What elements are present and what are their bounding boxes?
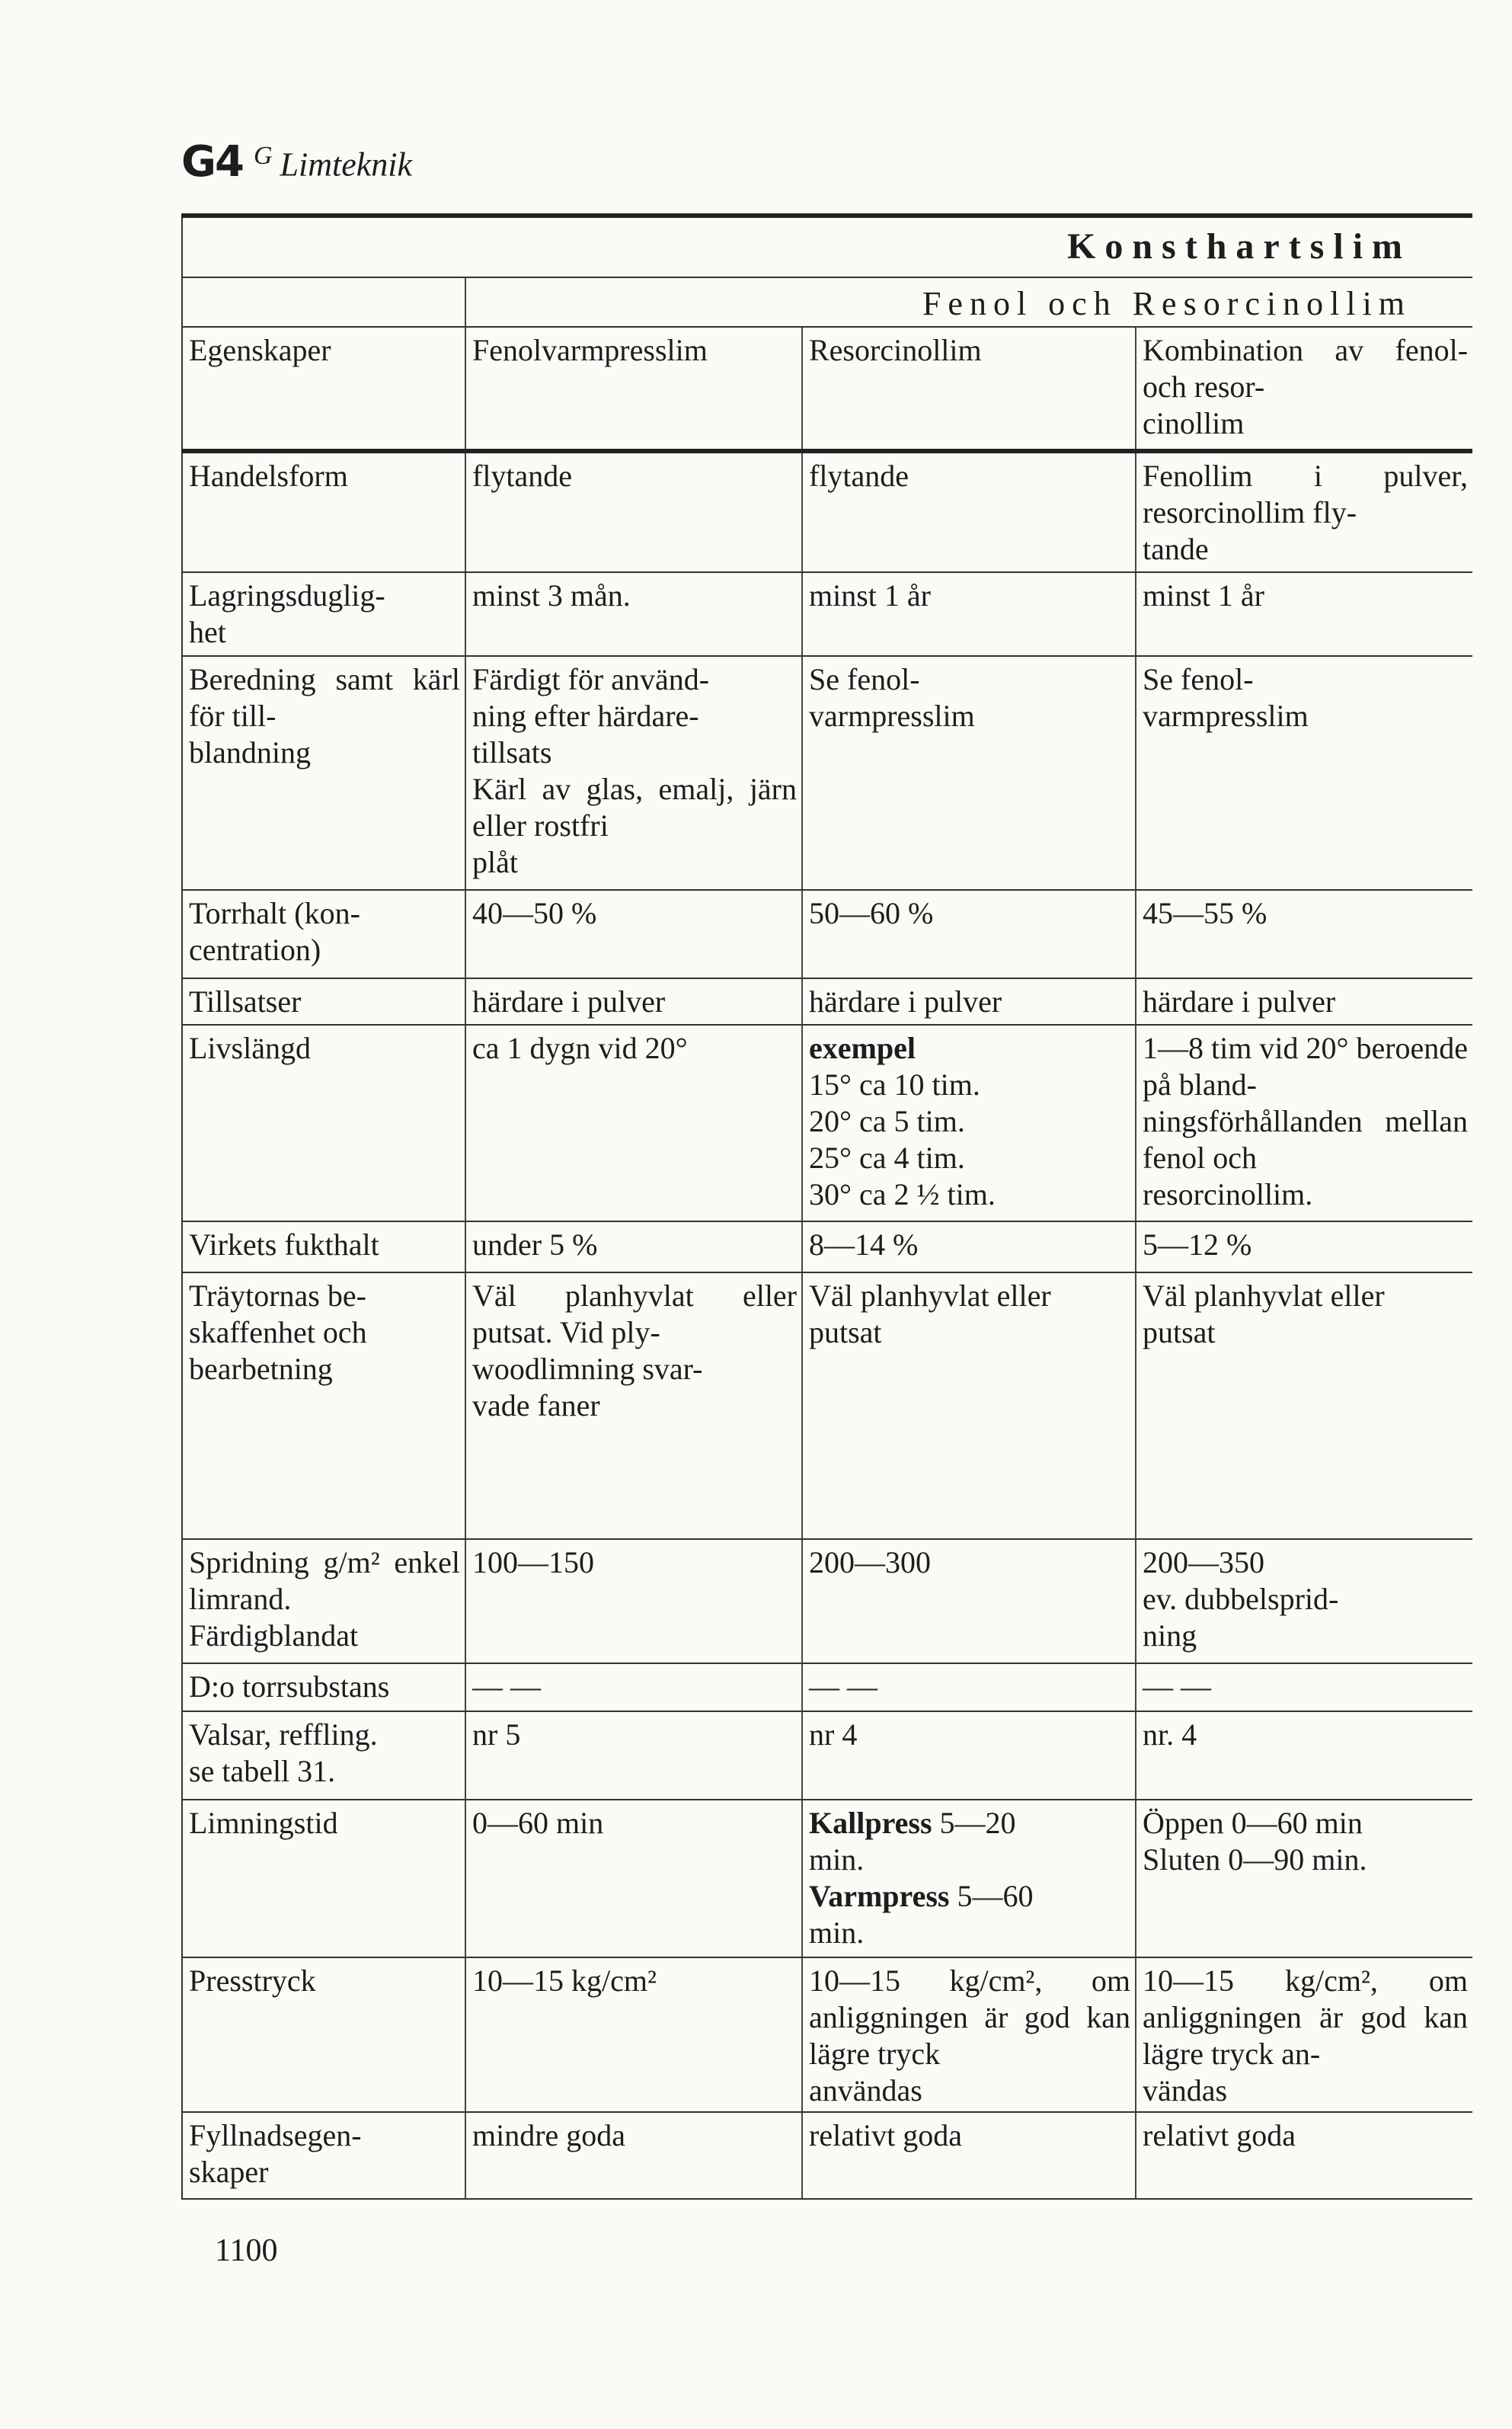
page-header: G4 G Limteknik [181,137,412,187]
table-row: Livslängd ca 1 dygn vid 20° exempel 15° ca… [181,1025,1473,1222]
table-cell: exempel 15° ca 10 tim. 20° ca 5 tim. 25°… [801,1025,1136,1222]
table-cell: — — [801,1663,1136,1712]
table-cell: Väl planhyvlat eller putsat. Vid ply- wo… [465,1272,802,1540]
table-row: Träytornas be- skaffenhet och bearbetnin… [181,1272,1473,1540]
table-cell: minst 1 år [801,572,1136,657]
table-subtitle-row: Fenol och Resorcinollim [181,277,1473,328]
properties-table: Konsthartslim Fenol och Resorcinollim Eg… [181,213,1473,2200]
table-cell: 200—300 [801,1539,1136,1664]
table-cell: 50—60 % [801,890,1136,979]
table-row: Lagringsduglig- het minst 3 mån. minst 1 å… [181,572,1473,657]
table-cell: 1—8 tim vid 20° beroende på bland- nings… [1134,1025,1473,1222]
row-label: Tillsatser [181,978,465,1026]
table-title: Konsthartslim [181,213,1473,278]
table-row: Torrhalt (kon- centration) 40—50 % 50—60 %… [181,890,1473,979]
bold-text: exempel [809,1031,916,1065]
table-cell: Se fenol- varmpresslim [801,656,1136,891]
column-header: Egenskaper [181,327,465,453]
row-label: Träytornas be- skaffenhet och bearbetnin… [181,1272,465,1540]
table-cell: 40—50 % [465,890,802,979]
empty-cell [181,277,465,328]
row-label: Virkets fukthalt [181,1221,465,1273]
page-number: 1100 [215,2233,278,2268]
table-cell: — — [465,1663,802,1712]
table-row: Presstryck 10—15 kg/cm² 10—15 kg/cm², om a… [181,1957,1473,2113]
table-cell: Se fenol- varmpresslim [1134,656,1473,891]
table-cell: nr 4 [801,1711,1136,1800]
cell-text: 15° ca 10 tim. 20° ca 5 tim. 25° ca 4 ti… [809,1067,996,1211]
table-cell: härdare i pulver [465,978,802,1026]
row-label: Spridning g/m² enkel limrand. Färdigblan… [181,1539,465,1664]
table-row: Limningstid 0—60 min Kallpress 5—20 min. V… [181,1800,1473,1958]
row-label: Handelsform [181,451,465,573]
column-header: Fenolvarmpresslim [465,327,802,453]
table-cell: flytande [801,451,1136,573]
table-cell: — — [1134,1663,1473,1712]
table-row: Tillsatser härdare i pulver härdare i pulv… [181,978,1473,1026]
section-title-wrap: G Limteknik [254,142,412,184]
table-cell: 10—15 kg/cm² [465,1957,802,2113]
table-cell: 200—350 ev. dubbelsprid- ning [1134,1539,1473,1664]
table-row: Virkets fukthalt under 5 % 8—14 % 5—12 % [181,1221,1473,1273]
row-label: Livslängd [181,1025,465,1222]
column-header-row: Egenskaper Fenolvarmpresslim Resorcinoll… [181,327,1473,453]
row-label: Beredning samt kärl för till- blandning [181,656,465,891]
table-cell: 8—14 % [801,1221,1136,1273]
table-cell: 100—150 [465,1539,802,1664]
table-cell: flytande [465,451,802,573]
table-row: Beredning samt kärl för till- blandning F… [181,656,1473,891]
table-cell: relativt goda [801,2112,1136,2200]
table-cell: 10—15 kg/cm², om anliggningen är god kan… [1134,1957,1473,2113]
row-label: Valsar, reffling. se tabell 31. [181,1711,465,1800]
row-label: Limningstid [181,1800,465,1958]
table-row: Spridning g/m² enkel limrand. Färdigblan… [181,1539,1473,1664]
table-cell: härdare i pulver [1134,978,1473,1026]
table-cell: minst 1 år [1134,572,1473,657]
table-cell: Väl planhyvlat eller putsat [801,1272,1136,1540]
table-cell: härdare i pulver [801,978,1136,1026]
row-label: D:o torrsubstans [181,1663,465,1712]
row-label: Presstryck [181,1957,465,2113]
table-cell: 45—55 % [1134,890,1473,979]
table-cell: Fenollim i pulver, resorcinollim fly- ta… [1134,451,1473,573]
section-title: Limteknik [280,146,413,184]
table-cell: nr 5 [465,1711,802,1800]
table-cell: under 5 % [465,1221,802,1273]
row-label: Fyllnadsegen- skaper [181,2112,465,2200]
table-cell: 10—15 kg/cm², om anliggningen är god kan… [801,1957,1136,2113]
chapter-code: G4 [181,137,245,187]
table-title-row: Konsthartslim [181,213,1473,278]
table-cell: 5—12 % [1134,1221,1473,1273]
table-cell: relativt goda [1134,2112,1473,2200]
table-cell: Öppen 0—60 min Sluten 0—90 min. [1134,1800,1473,1958]
cell-text: 5—60 min. [809,1879,1034,1950]
table-subtitle: Fenol och Resorcinollim [464,277,1473,328]
table-row: D:o torrsubstans — — — — — — [181,1663,1473,1712]
row-label: Torrhalt (kon- centration) [181,890,465,979]
table-cell: Färdigt för använd- ning efter härdare- … [465,656,802,891]
table-cell: nr. 4 [1134,1711,1473,1800]
cell-text: 5—20 min. [809,1806,1016,1877]
table-row: Handelsform flytande flytande Fenollim i pu… [181,451,1473,573]
section-letter: G [253,142,273,171]
bold-text: Varmpress [809,1879,950,1913]
column-header: Resorcinollim [801,327,1136,453]
table-cell: mindre goda [465,2112,802,2200]
bold-text: Kallpress [809,1806,932,1840]
table-cell: 0—60 min [465,1800,802,1958]
column-header: Kombination av fenol- och resor- cinolli… [1134,327,1473,453]
table-row: Fyllnadsegen- skaper mindre goda relativt … [181,2112,1473,2200]
table-cell: ca 1 dygn vid 20° [465,1025,802,1222]
row-label: Lagringsduglig- het [181,572,465,657]
table-cell: Väl planhyvlat eller putsat [1134,1272,1473,1540]
table-cell: minst 3 mån. [465,572,802,657]
table-cell: Kallpress 5—20 min. Varmpress 5—60 min. [801,1800,1136,1958]
